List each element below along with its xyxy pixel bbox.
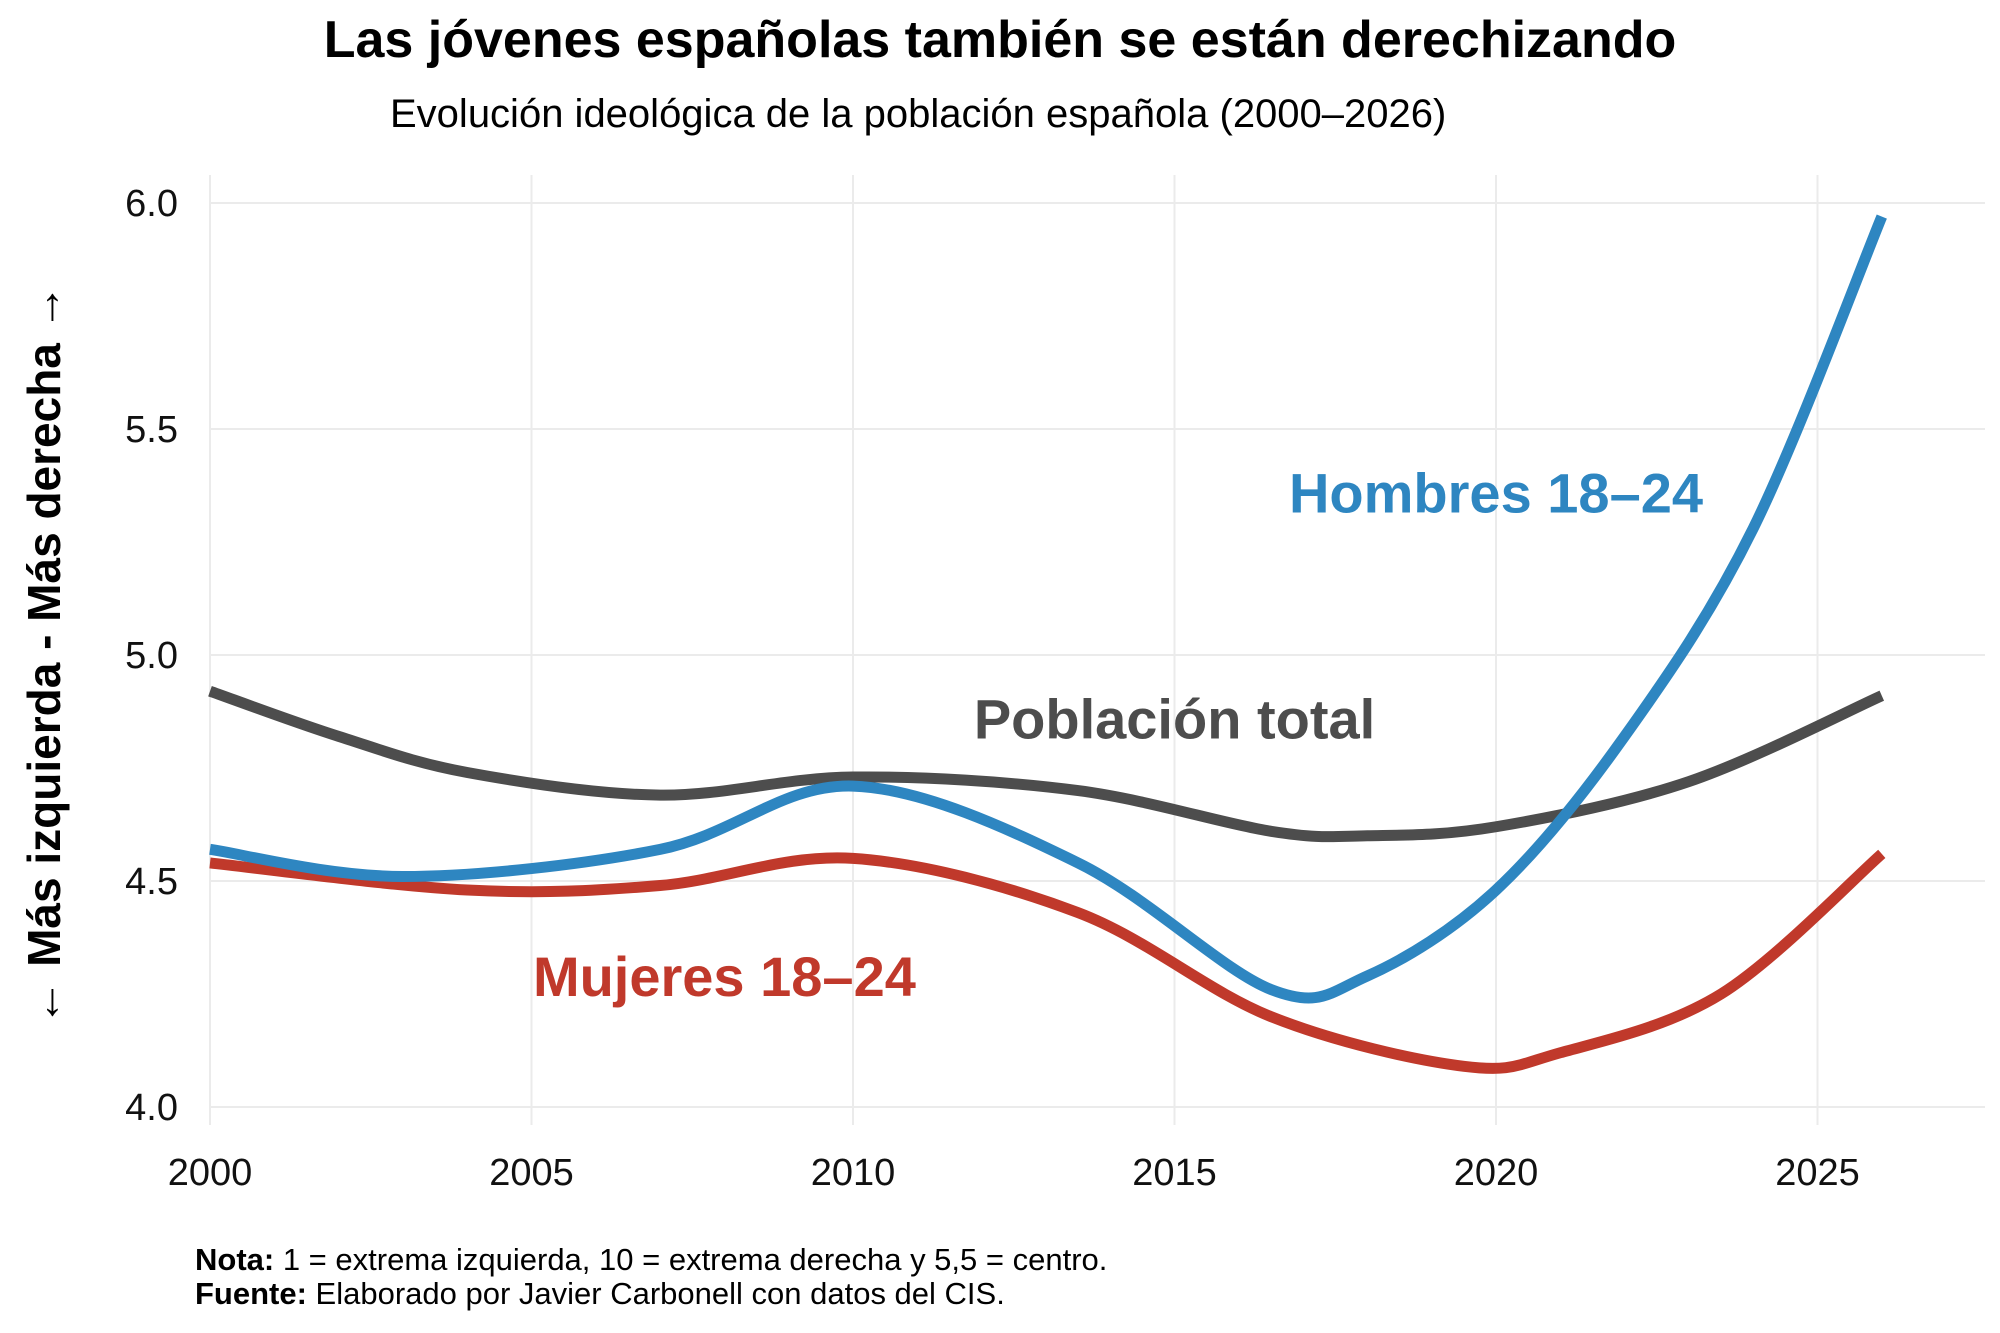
y-tick-label: 6.0 [125,183,178,225]
x-tick-label: 2020 [1454,1152,1539,1194]
x-tick-labels: 2000 2005 2010 2015 2020 2025 [168,1152,1860,1194]
series-lines [208,214,1887,1074]
y-tick-label: 4.0 [125,1087,178,1129]
source-text: Elaborado por Javier Carbonell con datos… [306,1276,1005,1311]
x-tick-label: 2010 [811,1152,896,1194]
note-label: Nota: [195,1242,275,1277]
chart-notes: Nota: 1 = extrema izquierda, 10 = extrem… [195,1243,1107,1311]
y-tick-label: 5.5 [125,409,178,451]
series-label: Mujeres 18–24 [533,945,916,1008]
series-label: Población total [974,687,1375,750]
y-tick-labels: 4.0 4.5 5.0 5.5 6.0 [125,183,178,1129]
chart-title: Las jóvenes españolas también se están d… [323,11,1677,69]
series-line-mujeres-18-24 [209,849,1886,1074]
source-line: Fuente: Elaborado por Javier Carbonell c… [195,1277,1107,1311]
x-tick-label: 2015 [1132,1152,1217,1194]
x-tick-label: 2005 [489,1152,574,1194]
series-labels: Hombres 18–24 Población total Mujeres 18–2… [533,461,1703,1008]
y-tick-label: 5.0 [125,635,178,677]
gridlines [209,175,1985,1125]
x-tick-label: 2000 [168,1152,253,1194]
y-tick-label: 4.5 [125,861,178,903]
series-label: Hombres 18–24 [1289,461,1703,524]
series-line-poblaci-n-total [208,685,1885,843]
source-label: Fuente: [195,1276,307,1311]
series-line-hombres-18-24 [209,214,1887,1004]
note-text: 1 = extrema izquierda, 10 = extrema dere… [274,1242,1108,1277]
note-line: Nota: 1 = extrema izquierda, 10 = extrem… [195,1243,1107,1277]
x-tick-label: 2025 [1775,1152,1860,1194]
chart-subtitle: Evolución ideológica de la población esp… [390,92,1447,136]
